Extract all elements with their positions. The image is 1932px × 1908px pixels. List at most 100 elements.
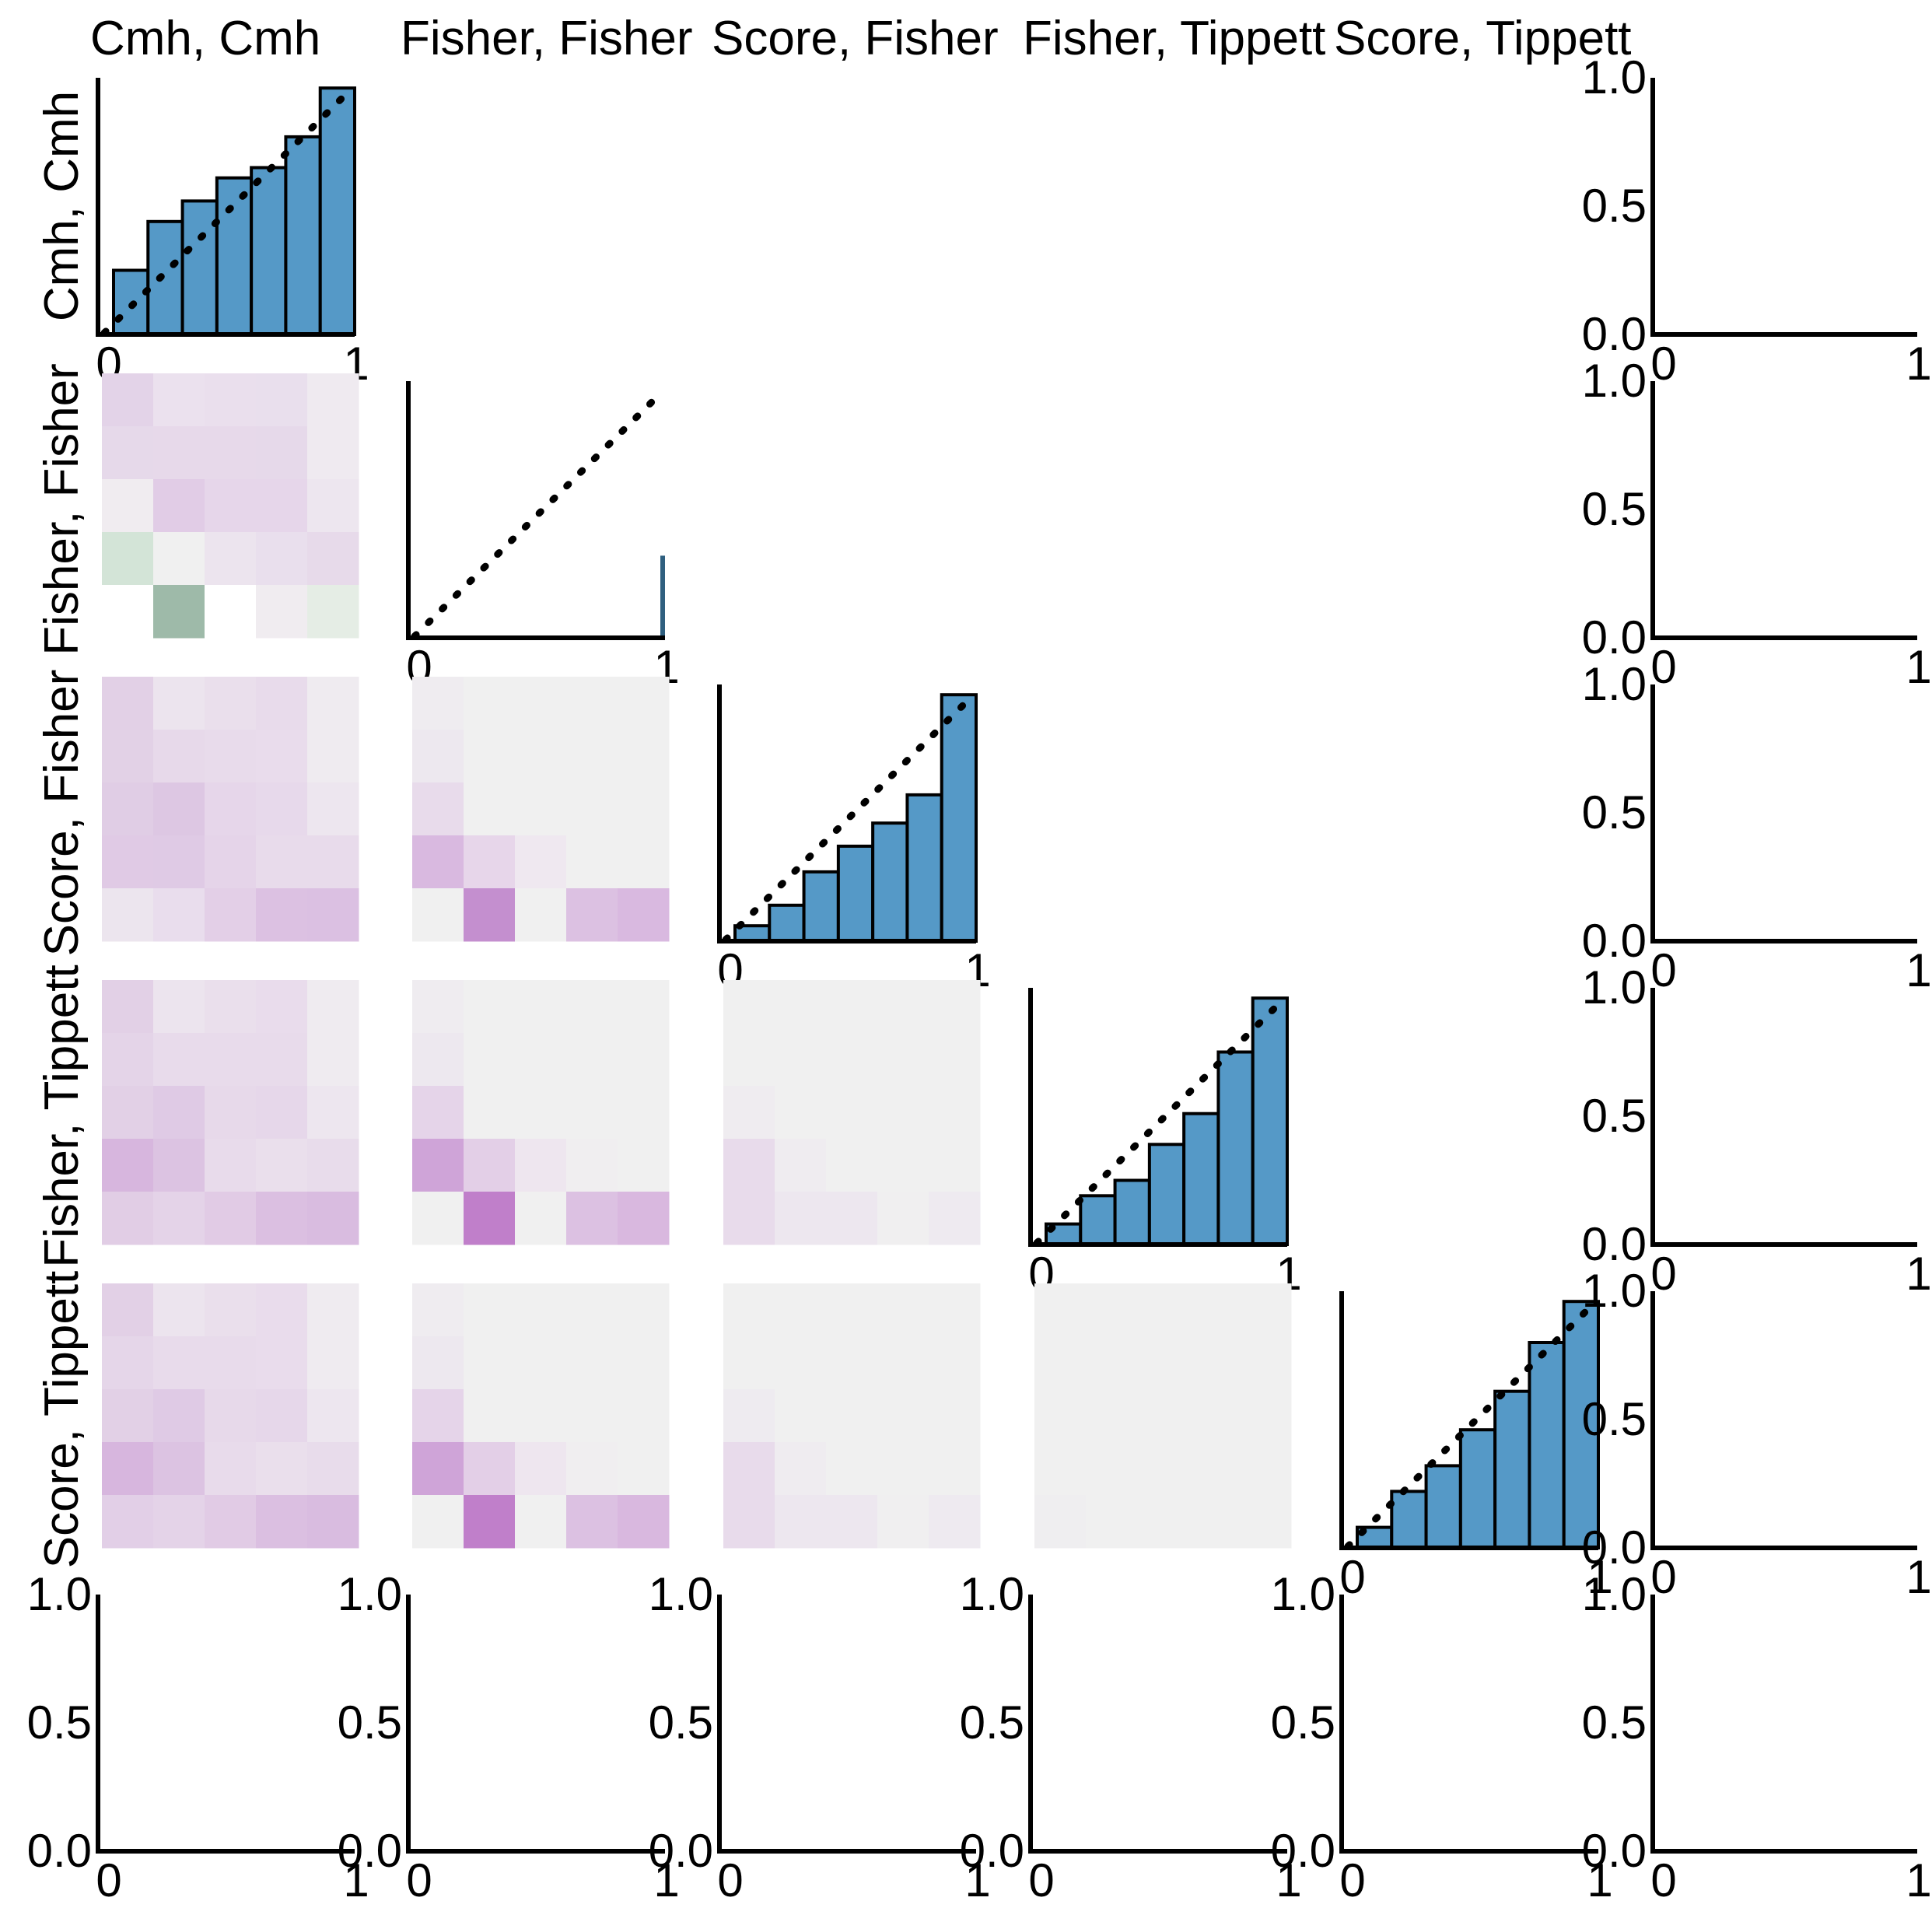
heatmap-8-cell-1-4 (929, 1336, 981, 1390)
heatmap-5-cell-2-1 (775, 1086, 827, 1140)
heatmap-6-cell-4-4 (307, 1495, 359, 1549)
heatmap-4-cell-3-3 (566, 1139, 618, 1192)
heatmap-7-cell-4-3 (566, 1495, 618, 1549)
heatmap-4-cell-3-4 (618, 1139, 670, 1192)
heatmap-4-cell-0-4 (618, 980, 670, 1034)
heatmap-1-cell-1-0 (102, 730, 154, 783)
heatmap-0-cell-0-1 (153, 373, 205, 427)
heatmap-5-cell-2-4 (929, 1086, 981, 1140)
heatmap-5-cell-3-4 (929, 1139, 981, 1192)
empty-axes-r2-c5-xtick-0: 0 (1650, 944, 1676, 996)
heatmap-0-cell-0-4 (307, 373, 359, 427)
heatmap-5-cell-1-1 (775, 1033, 827, 1087)
heatmap-0-cell-1-1 (153, 426, 205, 480)
heatmap-7-cell-1-2 (515, 1336, 567, 1390)
heatmap-2-cell-2-4 (618, 782, 670, 836)
heatmap-7-cell-3-0 (412, 1442, 464, 1496)
heatmap-2-cell-0-1 (464, 677, 516, 730)
histogram-4-bar-2 (1424, 1464, 1462, 1550)
heatmap-5-cell-2-0 (723, 1086, 775, 1140)
heatmap-8-cell-3-4 (929, 1442, 981, 1496)
heatmap-0-cell-1-2 (205, 426, 257, 480)
heatmap-3-cell-3-2 (205, 1139, 257, 1192)
heatmap-8 (723, 1283, 981, 1549)
heatmap-5-cell-3-0 (723, 1139, 775, 1192)
heatmap-8-cell-0-3 (877, 1283, 929, 1337)
heatmap-7-cell-4-2 (515, 1495, 567, 1549)
heatmap-6-cell-4-0 (102, 1495, 154, 1549)
heatmap-0-cell-4-1 (153, 585, 205, 639)
heatmap-4-cell-4-2 (515, 1192, 567, 1245)
heatmap-0-cell-3-0 (102, 532, 154, 586)
heatmap-6-cell-2-3 (256, 1389, 308, 1443)
empty-axes-r5-c1-xtick-0: 0 (406, 1854, 432, 1906)
empty-axes-r3-c5-ytick-1: 0.5 (1582, 1090, 1647, 1142)
heatmap-4-cell-1-3 (566, 1033, 618, 1087)
heatmap-3-cell-2-2 (205, 1086, 257, 1140)
heatmap-1-cell-2-3 (256, 782, 308, 836)
heatmap-4-cell-3-1 (464, 1139, 516, 1192)
histogram-0-bar-6 (318, 86, 357, 336)
heatmap-5-cell-3-2 (826, 1139, 878, 1192)
histogram-1-group (411, 391, 665, 640)
empty-axes-r5-c3-xtick-0: 0 (1028, 1854, 1054, 1906)
histogram-2-bar-4 (871, 821, 909, 943)
empty-axes-r4-c5-xtick-1: 1 (1906, 1551, 1931, 1603)
heatmap-9-cell-3-1 (1086, 1442, 1138, 1496)
heatmap-2-cell-3-0 (412, 835, 464, 889)
heatmap-3-cell-1-0 (102, 1033, 154, 1087)
empty-axes-r5-c5-xtick-0: 0 (1650, 1854, 1676, 1906)
heatmap-9-cell-3-2 (1137, 1442, 1189, 1496)
heatmap-3-cell-0-3 (256, 980, 308, 1034)
histogram-0-bar-5 (284, 135, 322, 336)
heatmap-8-cell-2-0 (723, 1389, 775, 1443)
empty-axes-r4-c5-ytick-0: 0.0 (1582, 1521, 1647, 1574)
empty-axes-r0-c5-ytick-0: 0.0 (1582, 308, 1647, 360)
heatmap-4-cell-0-1 (464, 980, 516, 1034)
column-title-1: Fisher, Fisher (401, 12, 693, 65)
heatmap-0-cell-4-4 (307, 585, 359, 639)
heatmap-2-cell-3-3 (566, 835, 618, 889)
empty-axes-r5-c0-ytick-0: 0.0 (27, 1825, 92, 1877)
histogram-3-bar-5 (1216, 1050, 1255, 1246)
heatmap-3 (102, 980, 359, 1245)
heatmap-9-cell-0-2 (1137, 1283, 1189, 1337)
heatmap-0-cell-4-3 (256, 585, 308, 639)
heatmap-1 (102, 677, 359, 942)
heatmap-1-cell-4-1 (153, 888, 205, 942)
histogram-0-group (100, 86, 357, 337)
empty-axes-r3-c5-xtick-1: 1 (1906, 1248, 1931, 1300)
heatmap-4-cell-1-4 (618, 1033, 670, 1087)
heatmap-4-cell-1-0 (412, 1033, 464, 1087)
column-title-2: Score, Fisher (712, 12, 999, 65)
heatmap-4-cell-2-2 (515, 1086, 567, 1140)
heatmap-5-cell-0-1 (775, 980, 827, 1034)
heatmap-1-cell-0-2 (205, 677, 257, 730)
heatmap-3-cell-4-4 (307, 1192, 359, 1245)
heatmap-8-cell-0-0 (723, 1283, 775, 1337)
heatmap-4-cell-4-0 (412, 1192, 464, 1245)
heatmap-6-cell-3-0 (102, 1442, 154, 1496)
heatmap-9-cell-2-2 (1137, 1389, 1189, 1443)
histogram-4-bar-1 (1390, 1490, 1428, 1550)
heatmap-6-cell-4-2 (205, 1495, 257, 1549)
heatmap-6-cell-3-1 (153, 1442, 205, 1496)
heatmap-9-cell-1-2 (1137, 1336, 1189, 1390)
heatmap-4-cell-3-0 (412, 1139, 464, 1192)
heatmap-4-cell-1-2 (515, 1033, 567, 1087)
heatmap-7-cell-1-1 (464, 1336, 516, 1390)
heatmap-2-cell-3-2 (515, 835, 567, 889)
heatmap-7-cell-3-4 (618, 1442, 670, 1496)
heatmap-8-cell-4-4 (929, 1495, 981, 1549)
heatmap-8-cell-0-2 (826, 1283, 878, 1337)
histogram-4-bar-5 (1528, 1341, 1566, 1549)
heatmap-5-cell-0-4 (929, 980, 981, 1034)
heatmap-1-cell-0-1 (153, 677, 205, 730)
row-label-1: Fisher, Fisher (35, 363, 89, 656)
heatmap-9-cell-2-3 (1188, 1389, 1241, 1443)
empty-axes-r5-c3-ytick-2: 1.0 (960, 1568, 1024, 1620)
histogram-4-bar-3 (1458, 1428, 1497, 1549)
heatmap-3-cell-0-4 (307, 980, 359, 1034)
empty-axes-r5-c1-xtick-1: 1 (653, 1854, 679, 1906)
empty-axes-r5-c1-ytick-2: 1.0 (338, 1568, 402, 1620)
